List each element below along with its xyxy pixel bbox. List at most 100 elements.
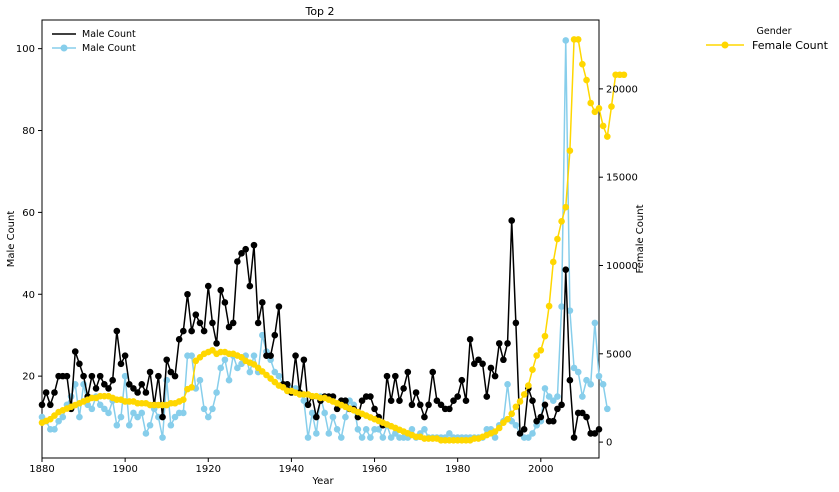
series-male-count-blue-point xyxy=(308,409,316,417)
series-female-count-point xyxy=(620,71,628,79)
series-male-count-blue-point xyxy=(134,413,141,421)
series-male-count-black-point xyxy=(304,401,312,409)
series-male-count-blue-point xyxy=(329,413,337,421)
series-male-count-black-point xyxy=(313,413,320,421)
series-male-count-blue-point xyxy=(200,405,208,413)
series-male-count-black-point xyxy=(504,340,511,347)
series-male-count-black-point xyxy=(275,303,283,310)
series-male-count-blue-point xyxy=(142,430,150,437)
y-axis-ticks: 20 40 60 80 100 xyxy=(16,44,42,383)
series-male-count-black-point xyxy=(138,381,146,388)
series-male-count-blue-point xyxy=(234,364,241,372)
legend-marker-female xyxy=(721,41,729,49)
series-male-count-black-point xyxy=(462,397,470,404)
y-axis-title: Male Count xyxy=(6,211,17,268)
series-male-count-blue-point xyxy=(101,405,108,413)
series-male-count-blue-point xyxy=(599,381,607,388)
series-male-count-black-point xyxy=(421,413,428,421)
series-male-count-black-point xyxy=(342,397,349,404)
series-female-count-point xyxy=(188,384,195,391)
series-male-count-black-point xyxy=(412,389,420,396)
series-female-count-point xyxy=(587,99,594,107)
y-tick-label: 100 xyxy=(16,44,35,55)
series-male-count-black-point xyxy=(579,409,586,417)
series-female-count-point xyxy=(525,382,532,389)
series-male-count-black-point xyxy=(134,389,141,396)
series-male-count-blue-point xyxy=(375,426,382,433)
series-male-count-black-point xyxy=(371,405,378,413)
series-male-count-blue-point xyxy=(250,352,258,359)
legend-label-female: Female Count xyxy=(752,39,829,52)
legend-marker-male-blue xyxy=(60,44,68,52)
series-male-count-black-point xyxy=(213,340,220,347)
series-male-count-black-point xyxy=(392,372,399,380)
y2-axis-title: Female Count xyxy=(635,204,646,273)
x-tick-label: 1900 xyxy=(112,464,137,475)
series-male-count-black-point xyxy=(146,368,154,376)
series-male-count-blue-point xyxy=(512,421,520,429)
series-male-count-black-point xyxy=(292,352,299,359)
series-male-count-blue-point xyxy=(204,413,212,421)
series-male-count-black-point xyxy=(121,352,129,359)
series-male-count-blue-point xyxy=(504,381,511,388)
series-female-count-point xyxy=(516,398,524,405)
x-tick-label: 1980 xyxy=(445,464,470,475)
series-male-count-black-point xyxy=(500,356,507,364)
series-male-count-blue-point xyxy=(342,413,349,421)
y2-tick-label: 0 xyxy=(606,438,612,449)
series-female-count-point xyxy=(558,218,565,225)
series-male-count-black-point xyxy=(529,397,536,404)
series-male-count-blue-point xyxy=(88,405,96,413)
series-male-count-black-point xyxy=(180,327,187,335)
series-male-count-blue-point xyxy=(337,434,345,441)
legend-label-male-black: Male Count xyxy=(82,29,136,40)
series-male-count-black-point xyxy=(76,360,83,368)
series-male-count-blue-point xyxy=(421,426,428,433)
series-female-count-point xyxy=(608,103,615,110)
series-male-count-black-point xyxy=(471,360,478,368)
series-male-count-blue-point xyxy=(304,434,312,441)
series-male-count-black-point xyxy=(271,331,279,339)
legend-gender: Gender Female Count xyxy=(706,26,829,52)
series-male-count-black-point xyxy=(225,323,233,331)
x-tick-label: 2000 xyxy=(528,464,553,475)
series-male-count-black-point xyxy=(159,413,166,421)
y2-tick-label: 10000 xyxy=(606,261,638,272)
series-male-count-blue-point xyxy=(525,434,532,441)
series-male-count-black-point xyxy=(508,217,516,224)
series-male-count-black-point xyxy=(300,356,308,364)
series-layer xyxy=(38,36,628,444)
x-tick-label: 1920 xyxy=(196,464,221,475)
series-male-count-black-point xyxy=(47,401,54,409)
series-male-count-black-point xyxy=(537,413,545,421)
series-male-count-black-point xyxy=(217,286,225,294)
series-male-count-black-point xyxy=(512,319,520,327)
series-male-count-black-point xyxy=(425,401,432,409)
series-male-count-black-point xyxy=(549,417,557,425)
series-male-count-black-point xyxy=(196,319,204,327)
series-male-count-blue-point xyxy=(259,331,266,339)
series-male-count-black-point xyxy=(487,364,495,372)
series-male-count-blue-point xyxy=(362,426,370,433)
series-male-count-blue-point xyxy=(579,393,586,400)
series-male-count-blue-point xyxy=(246,368,254,376)
series-male-count-black-point xyxy=(562,266,570,274)
series-male-count-black-point xyxy=(80,372,87,380)
series-male-count-blue-point xyxy=(321,409,328,417)
series-male-count-blue-point xyxy=(146,421,154,429)
series-male-count-black-point xyxy=(250,241,258,249)
series-female-count-point xyxy=(541,332,549,340)
series-male-count-blue-point xyxy=(408,426,416,433)
series-male-count-blue-point xyxy=(138,409,146,417)
x-tick-label: 1880 xyxy=(29,464,54,475)
series-female-count-point xyxy=(495,424,503,432)
series-male-count-black-point xyxy=(204,282,212,290)
series-male-count-black-point xyxy=(88,372,96,380)
chart-title: Top 2 xyxy=(304,5,334,18)
series-male-count-blue-point xyxy=(209,405,216,413)
series-male-count-black-point xyxy=(558,401,565,409)
y-tick-label: 80 xyxy=(22,126,35,137)
series-male-count-blue-point xyxy=(55,417,62,425)
series-female-count-point xyxy=(508,410,516,418)
series-female-count-point xyxy=(566,147,574,154)
